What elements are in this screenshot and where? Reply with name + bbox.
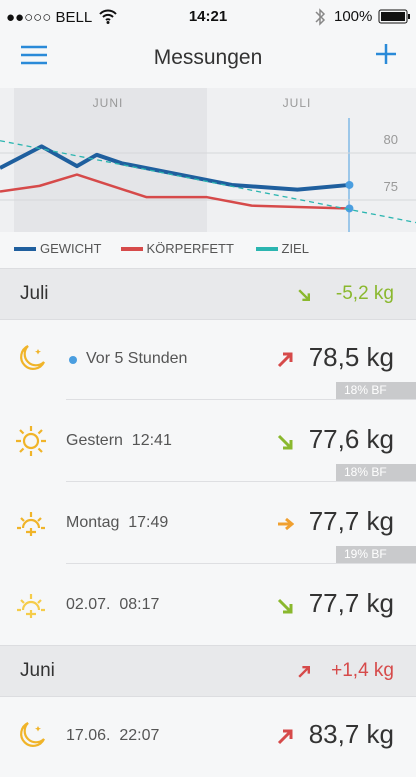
row-time: 02.07. 08:17 — [66, 596, 160, 613]
measurement-row[interactable]: 02.07. 08:17 77,7 kg — [0, 564, 416, 646]
wifi-icon — [99, 9, 117, 24]
row-weight: 78,5 kg — [308, 342, 394, 372]
nav-bar: Messungen — [0, 38, 416, 86]
section-title: Juni — [20, 660, 55, 681]
battery-icon — [378, 9, 410, 24]
row-divider — [66, 399, 416, 400]
legend-label: GEWICHT — [40, 241, 102, 256]
section-change: -5,2 kg — [335, 283, 394, 304]
section-header: Juni +1,4 kg — [0, 645, 416, 697]
y-tick-label: 75 — [384, 179, 398, 194]
time-of-day-icon — [17, 512, 45, 536]
row-time: Vor 5 Stunden — [86, 350, 188, 367]
body-fat-badge: 18% BF — [336, 464, 416, 481]
clock: 14:21 — [188, 8, 228, 25]
trend-arrow — [277, 598, 293, 614]
screen: ●●○○○ BELL 14:21 100% Messungen JUNI JUL… — [0, 0, 416, 749]
measurement-row[interactable]: 17.06. 22:07 83,7 kg — [0, 695, 416, 777]
row-time: 17.06. 22:07 — [66, 727, 160, 744]
row-weight: 83,7 kg — [308, 719, 394, 749]
row-weight: 77,7 kg — [308, 588, 394, 618]
measurement-row[interactable]: Gestern 12:41 77,6 kg 18% BF — [0, 400, 416, 482]
body-fat-badge: 18% BF — [336, 382, 416, 399]
nav-title: Messungen — [153, 46, 263, 69]
month-label: JUNI — [93, 96, 124, 110]
add-button[interactable] — [375, 43, 397, 65]
menu-button[interactable] — [20, 44, 48, 66]
row-weight: 77,7 kg — [308, 506, 394, 536]
trend-arrow — [297, 289, 310, 301]
body-fat-badge: 19% BF — [336, 546, 416, 563]
legend-swatch — [14, 247, 36, 251]
legend-label: KÖRPERFETT — [146, 241, 234, 256]
bluetooth-icon — [315, 8, 326, 26]
row-divider — [66, 481, 416, 482]
row-time: Montag 17:49 — [66, 514, 169, 531]
trend-arrow — [277, 352, 293, 368]
trend-arrow — [277, 434, 293, 450]
time-of-day-icon — [20, 345, 45, 370]
row-time: Gestern 12:41 — [66, 432, 172, 449]
trend-arrow — [278, 517, 294, 531]
battery-percent: 100% — [334, 8, 373, 25]
legend-swatch — [255, 247, 278, 251]
row-divider — [66, 563, 416, 564]
time-of-day-icon — [20, 722, 45, 747]
month-label: JULI — [283, 96, 312, 110]
legend-label: ZIEL — [281, 241, 309, 256]
y-tick-label: 80 — [384, 132, 398, 147]
trend-arrow — [297, 665, 310, 678]
measurement-row[interactable]: Vor 5 Stunden 78,5 kg 18% BF — [0, 318, 416, 400]
series-line — [0, 173, 350, 210]
section-title: Juli — [20, 283, 49, 304]
legend: GEWICHT KÖRPERFETT ZIEL — [0, 238, 416, 264]
new-dot — [69, 356, 77, 364]
series-line — [0, 140, 416, 224]
time-of-day-icon — [17, 594, 45, 618]
legend-swatch — [120, 247, 143, 251]
time-of-day-icon — [16, 426, 46, 456]
section-change: +1,4 kg — [331, 660, 394, 681]
row-weight: 77,6 kg — [308, 424, 394, 454]
section-header: Juli -5,2 kg — [0, 268, 416, 320]
carrier: ●●○○○ BELL — [6, 9, 93, 26]
measurement-row[interactable]: Montag 17:49 77,7 kg 19% BF — [0, 482, 416, 564]
latest-point — [345, 180, 354, 189]
status-bar: ●●○○○ BELL 14:21 100% — [0, 0, 416, 38]
latest-point — [345, 204, 354, 213]
trend-arrow — [277, 729, 293, 745]
chart: JUNI JULI 80 75 — [0, 88, 416, 232]
